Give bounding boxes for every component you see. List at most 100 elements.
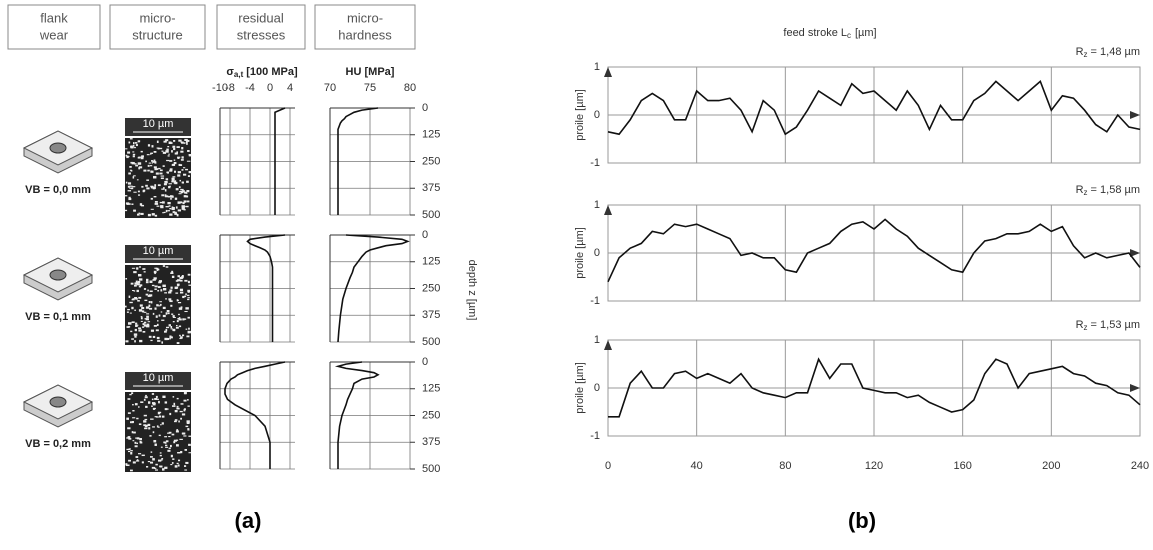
- texture-speck: [156, 269, 159, 272]
- texture-speck: [127, 190, 132, 192]
- texture-speck: [131, 162, 135, 165]
- texture-speck: [173, 439, 178, 442]
- texture-speck: [161, 341, 164, 344]
- y-tick-label: 0: [594, 382, 600, 394]
- x-tick-label: 0: [267, 82, 273, 94]
- texture-speck: [179, 438, 183, 440]
- texture-speck: [145, 160, 147, 163]
- texture-speck: [185, 328, 188, 330]
- texture-speck: [176, 325, 178, 327]
- texture-speck: [178, 186, 181, 189]
- texture-speck: [134, 309, 136, 311]
- texture-speck: [187, 298, 190, 301]
- texture-speck: [174, 420, 177, 423]
- texture-speck: [139, 266, 141, 268]
- texture-speck: [143, 189, 146, 192]
- texture-speck: [135, 298, 138, 300]
- texture-speck: [149, 307, 153, 310]
- texture-speck: [127, 151, 131, 154]
- texture-speck: [175, 326, 179, 329]
- texture-speck: [133, 191, 137, 193]
- texture-speck: [180, 336, 183, 339]
- texture-speck: [186, 143, 188, 145]
- texture-speck: [177, 284, 179, 287]
- texture-speck: [160, 289, 163, 292]
- texture-speck: [154, 307, 157, 310]
- texture-speck: [187, 316, 190, 319]
- texture-speck: [134, 340, 136, 343]
- texture-speck: [174, 410, 178, 413]
- y-axis-label: proile [µm]: [574, 89, 586, 141]
- texture-speck: [182, 318, 187, 320]
- texture-speck: [133, 175, 136, 177]
- texture-speck: [174, 170, 176, 173]
- texture-speck: [131, 392, 134, 395]
- texture-speck: [176, 429, 179, 431]
- texture-speck: [145, 394, 147, 397]
- texture-speck: [138, 406, 140, 408]
- hardness-curve: [337, 107, 379, 215]
- texture-speck: [166, 310, 170, 313]
- texture-speck: [129, 312, 132, 314]
- axis-arrow: [604, 205, 612, 215]
- texture-speck: [151, 393, 155, 395]
- texture-speck: [171, 275, 175, 278]
- texture-speck: [188, 171, 192, 174]
- texture-speck: [177, 174, 181, 177]
- texture-speck: [126, 417, 129, 420]
- texture-speck: [147, 213, 151, 217]
- x-tick-label: 40: [691, 460, 703, 472]
- texture-speck: [155, 469, 158, 471]
- texture-speck: [180, 201, 183, 204]
- texture-speck: [187, 280, 190, 284]
- texture-speck: [150, 418, 154, 420]
- flank-wear-label: VB = 0,2 mm: [25, 438, 91, 450]
- texture-speck: [180, 190, 184, 194]
- texture-speck: [154, 285, 158, 288]
- texture-speck: [179, 179, 182, 182]
- texture-speck: [153, 270, 157, 274]
- texture-speck: [154, 168, 157, 171]
- texture-speck: [185, 191, 187, 194]
- x-tick-label: 75: [364, 82, 376, 94]
- texture-speck: [160, 175, 165, 177]
- texture-speck: [187, 399, 189, 401]
- texture-speck: [151, 466, 156, 469]
- texture-speck: [167, 195, 171, 198]
- texture-speck: [161, 415, 165, 418]
- texture-speck: [152, 407, 156, 410]
- texture-speck: [179, 276, 183, 279]
- texture-speck: [164, 292, 168, 294]
- texture-speck: [130, 421, 132, 424]
- hardness-curve: [337, 234, 410, 343]
- texture-speck: [161, 319, 165, 321]
- texture-speck: [140, 212, 144, 215]
- texture-speck: [156, 304, 159, 307]
- header-box: [7, 4, 101, 50]
- texture-speck: [178, 325, 182, 328]
- subscript: c: [847, 31, 851, 40]
- texture-speck: [145, 293, 149, 296]
- texture-speck: [176, 405, 179, 408]
- texture-speck: [143, 169, 147, 172]
- texture-speck: [169, 335, 172, 337]
- texture-speck: [175, 292, 179, 294]
- texture-speck: [168, 205, 171, 207]
- texture-speck: [154, 288, 157, 290]
- texture-speck: [137, 162, 142, 165]
- texture-speck: [176, 342, 180, 344]
- texture-speck: [175, 188, 179, 191]
- unit: [100 MPa]: [246, 66, 298, 78]
- header-text: residual: [238, 10, 284, 25]
- texture-speck: [147, 461, 151, 463]
- texture-speck: [131, 267, 136, 269]
- texture-speck: [136, 442, 139, 445]
- depth-axis-label: depth z [µm]: [466, 260, 478, 321]
- texture-speck: [174, 213, 178, 215]
- texture-speck: [142, 331, 146, 333]
- texture-speck: [143, 321, 147, 324]
- texture-speck: [177, 209, 182, 212]
- x-tick-label: 240: [1131, 460, 1149, 472]
- texture-speck: [156, 323, 159, 327]
- depth-tick-label: 500: [422, 463, 440, 475]
